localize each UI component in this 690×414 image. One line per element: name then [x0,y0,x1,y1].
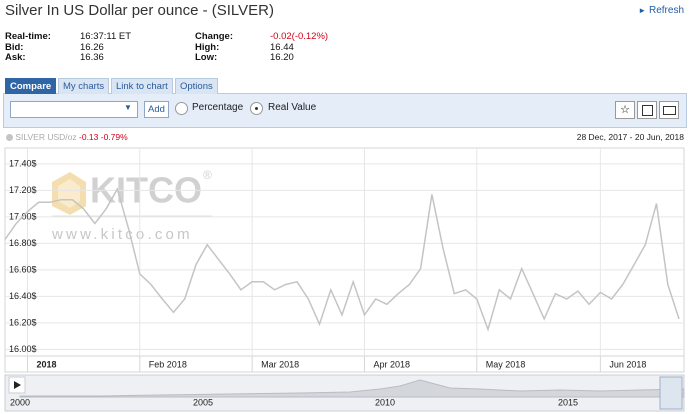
refresh-arrow: ► [638,6,647,15]
quote-label: Ask: [5,52,26,63]
tab[interactable]: Options [175,78,218,94]
tab[interactable]: Link to chart [111,78,173,94]
legend: SILVER USD/oz -0.13 -0.79% [6,132,128,142]
quote-value: 16:37:11 ET [80,31,132,42]
y-tick-label: 16.20$ [9,317,37,327]
print-icon [663,106,676,115]
legend-dot [6,134,13,142]
add-button[interactable]: Add [144,101,169,118]
x-tick-label: Mar 2018 [261,359,299,369]
quote-value: -0.02(-0.12%) [270,31,329,42]
quote-value: 16.36 [80,52,104,63]
quote-label: Real-time: [5,31,51,42]
y-tick-label: 16.80$ [9,238,37,248]
refresh-text[interactable]: Refresh [648,5,684,16]
refresh-link[interactable]: ► Refresh [638,5,684,16]
navigator-label: 2005 [193,397,213,407]
quote-value: 16.20 [270,52,294,63]
save-button[interactable] [637,101,657,119]
watermark-url: www.kitco.com [51,226,193,243]
x-tick-label: 2018 [36,359,56,369]
radio-real-value[interactable] [250,102,263,115]
print-button[interactable] [659,101,679,119]
navigator-label: 2000 [10,397,30,407]
legend-series: SILVER USD/oz [15,132,77,142]
x-tick-label: Apr 2018 [373,359,410,369]
toolbar: ▼ Add Percentage Real Value ☆ [3,93,687,128]
y-tick-label: 17.20$ [9,185,37,195]
legend-change-pct: -0.79% [100,132,128,142]
quote-label: Bid: [5,41,24,53]
navigator-label: 2015 [558,397,578,407]
radio-dot [255,107,258,110]
watermark-mark: ® [203,168,212,182]
navigator-window[interactable] [659,376,683,410]
page-title: Silver In US Dollar per ounce - (SILVER) [5,2,274,19]
quote-value: 16.44 [270,41,294,53]
y-tick-label: 16.60$ [9,264,37,274]
dropdown-arrow[interactable]: ▼ [124,103,132,112]
legend-change: -0.13 [79,132,99,142]
line-series [4,187,680,332]
quote-label: Low: [195,52,218,63]
favorite-button[interactable]: ☆ [615,101,635,119]
quote-label: Change: [195,31,233,42]
y-tick-label: 17.40$ [9,158,37,168]
radio-percentage[interactable] [175,102,188,115]
quote-label: High: [195,41,220,53]
x-axis-strip [4,355,685,373]
navigator-label: 2010 [375,397,395,407]
radio-label: Real Value [268,102,317,113]
plot-frame [4,147,685,373]
watermark: KITCO ® www.kitco.com [51,168,212,243]
radio-label: Percentage [192,102,244,113]
play-icon [14,381,21,389]
save-icon [642,105,653,116]
tab[interactable]: Compare [5,78,57,94]
x-tick-label: Jun 2018 [609,359,646,369]
x-tick-label: Feb 2018 [149,359,187,369]
date-range: 28 Dec, 2017 - 20 Jun, 2018 [576,132,684,142]
y-tick-label: 16.40$ [9,291,37,301]
y-tick-label: 16.00$ [9,344,37,354]
quote-value: 16.26 [80,41,104,53]
grid [5,148,684,356]
x-tick-label: May 2018 [486,359,526,369]
tab[interactable]: My charts [58,78,110,94]
compare-input[interactable] [10,101,138,118]
